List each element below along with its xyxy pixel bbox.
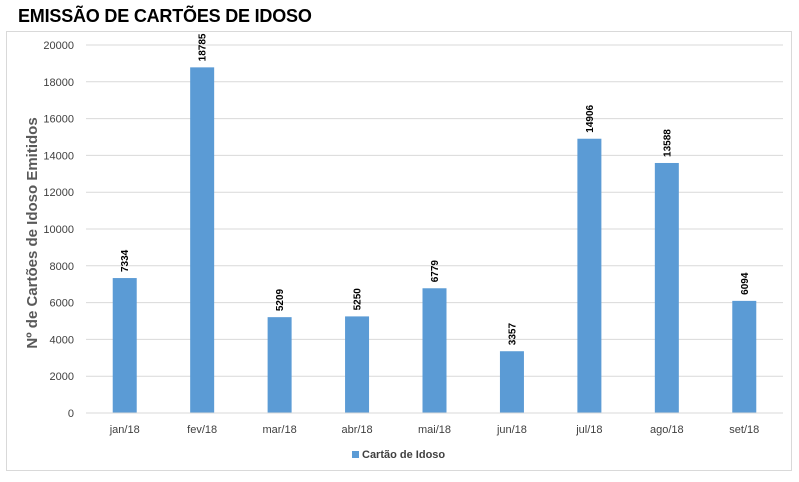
y-tick-label: 16000 xyxy=(43,114,74,126)
data-label: 7334 xyxy=(120,249,131,272)
y-tick-label: 20000 xyxy=(43,40,74,52)
y-tick-label: 6000 xyxy=(50,298,74,310)
y-tick-label: 14000 xyxy=(43,150,74,162)
legend-label: Cartão de Idoso xyxy=(362,449,445,461)
chart-title: EMISSÃO DE CARTÕES DE IDOSO xyxy=(18,6,312,26)
data-label: 14906 xyxy=(585,104,596,132)
bar xyxy=(345,316,370,413)
y-tick-label: 18000 xyxy=(43,77,74,89)
data-label: 5250 xyxy=(353,288,364,311)
x-tick-label: jun/18 xyxy=(496,424,527,436)
data-label: 6779 xyxy=(430,260,441,283)
y-tick-label: 10000 xyxy=(43,224,74,236)
y-tick-label: 4000 xyxy=(50,334,74,346)
data-label: 6094 xyxy=(740,272,751,295)
bar xyxy=(654,162,679,413)
bar xyxy=(732,300,757,413)
x-tick-label: ago/18 xyxy=(650,424,684,436)
chart-frame xyxy=(6,31,792,471)
x-tick-label: fev/18 xyxy=(187,424,217,436)
x-tick-label: mar/18 xyxy=(262,424,296,436)
x-tick-label: jan/18 xyxy=(109,424,140,436)
y-tick-label: 0 xyxy=(68,408,74,420)
data-label: 13588 xyxy=(662,129,673,157)
bar xyxy=(577,138,602,413)
y-tick-label: 12000 xyxy=(43,187,74,199)
bar xyxy=(499,351,524,413)
y-axis-ticks: 0 2000 4000 6000 8000 10000 12000 14000 16000 180… xyxy=(43,40,74,420)
x-tick-label: jul/18 xyxy=(575,424,602,436)
legend-swatch xyxy=(352,451,359,458)
data-labels: 7334 18785 5209 5250 6779 3357 14906 13588 6094 xyxy=(120,33,751,345)
x-tick-label: abr/18 xyxy=(341,424,372,436)
x-tick-label: set/18 xyxy=(729,424,759,436)
legend: Cartão de Idoso xyxy=(352,449,445,461)
bars xyxy=(112,67,757,413)
data-label: 3357 xyxy=(507,323,518,346)
y-tick-label: 2000 xyxy=(50,371,74,383)
data-label: 18785 xyxy=(198,33,209,61)
y-axis-label: Nº de Cartões de Idoso Emitidos xyxy=(24,117,41,348)
bar xyxy=(190,67,215,413)
x-axis-ticks: jan/18 fev/18 mar/18 abr/18 mai/18 jun/18 jul/… xyxy=(109,424,760,436)
y-tick-label: 8000 xyxy=(50,261,74,273)
bar xyxy=(422,288,447,413)
bar xyxy=(112,278,137,413)
bar xyxy=(267,317,292,413)
x-tick-label: mai/18 xyxy=(418,424,451,436)
data-label: 5209 xyxy=(275,288,286,311)
